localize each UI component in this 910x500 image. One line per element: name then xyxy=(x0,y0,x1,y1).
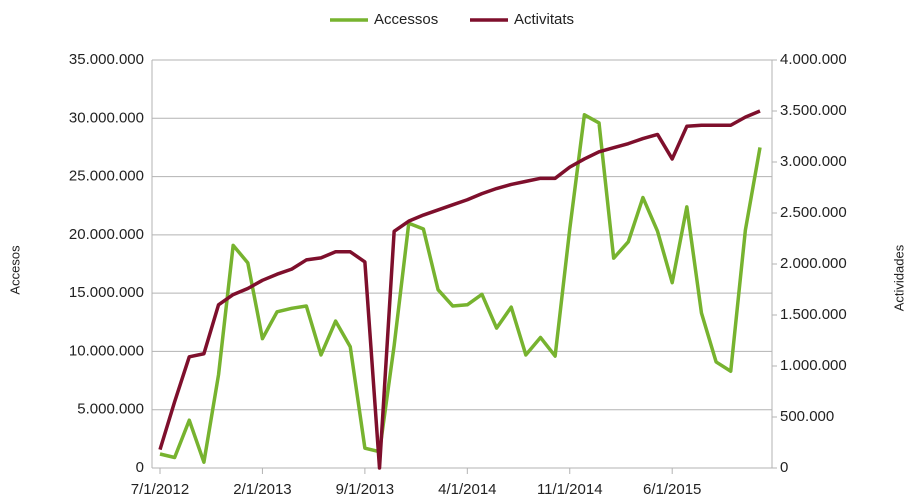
series-line xyxy=(159,113,762,464)
y-tick-label: 30.000.000 xyxy=(69,109,144,126)
legend-label: Activitats xyxy=(514,11,574,28)
y-tick-label: 25.000.000 xyxy=(69,168,144,185)
y2-tick-label: 4.000.000 xyxy=(780,51,847,68)
y-tick-label: 15.000.000 xyxy=(69,284,144,301)
x-tick-label: 2/1/2013 xyxy=(233,481,291,498)
x-tick-label: 11/1/2014 xyxy=(537,481,603,498)
y2-tick-label: 2.000.000 xyxy=(780,255,847,272)
y2-axis-title: Actividades xyxy=(891,244,906,311)
series-line xyxy=(158,109,761,470)
y2-tick-label: 1.500.000 xyxy=(780,306,847,323)
y2-tick-label: 1.000.000 xyxy=(780,357,847,374)
x-tick-label: 4/1/2014 xyxy=(438,481,496,498)
legend-label: Accessos xyxy=(374,11,438,28)
y-tick-label: 5.000.000 xyxy=(77,401,144,418)
y2-tick-label: 500.000 xyxy=(780,408,834,425)
x-tick-label: 7/1/2012 xyxy=(131,481,189,498)
y2-tick-label: 3.000.000 xyxy=(780,153,847,170)
y2-tick-label: 0 xyxy=(780,459,788,476)
x-tick-label: 9/1/2013 xyxy=(336,481,394,498)
y-tick-label: 10.000.000 xyxy=(69,342,144,359)
y-tick-label: 35.000.000 xyxy=(69,51,144,68)
y-tick-label: 20.000.000 xyxy=(69,226,144,243)
y2-tick-label: 2.500.000 xyxy=(780,204,847,221)
y2-tick-label: 3.500.000 xyxy=(780,102,847,119)
y-axis-title: Accesos xyxy=(7,245,22,295)
x-tick-label: 6/1/2015 xyxy=(643,481,701,498)
y-tick-label: 0 xyxy=(136,459,144,476)
